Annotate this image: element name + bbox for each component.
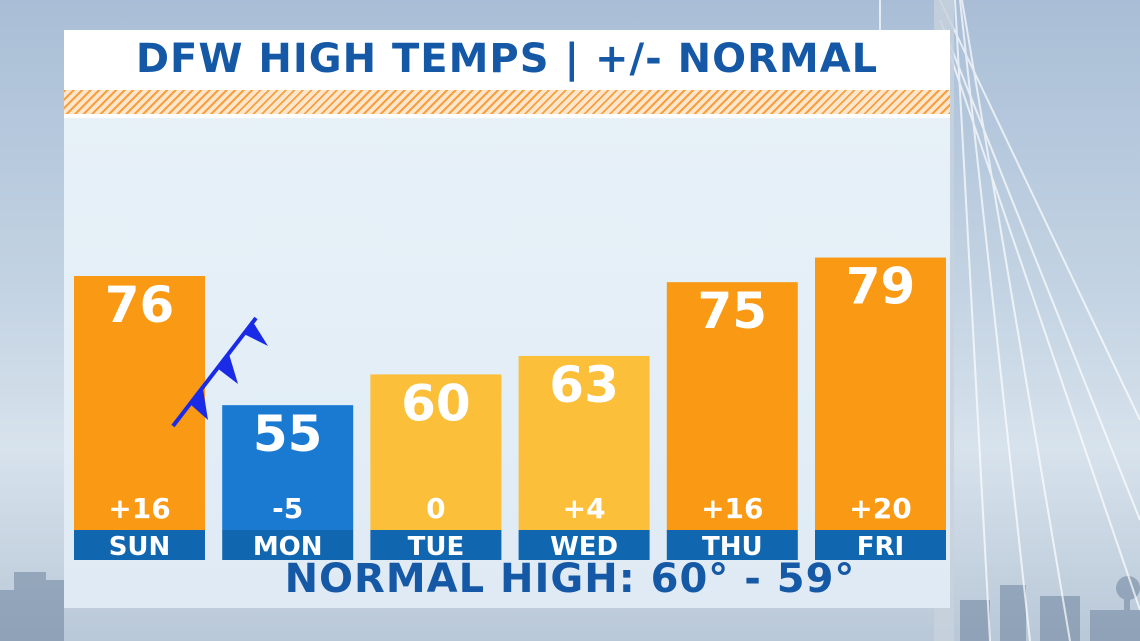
day-label-bar-mon	[222, 530, 354, 560]
normal-high-footer: NORMAL HIGH: 60° - 59°	[284, 556, 856, 602]
temp-value-mon: 55	[253, 405, 323, 463]
day-label-fri: FRI	[857, 532, 904, 562]
day-label-thu: THU	[702, 532, 763, 562]
departure-label-thu: +16	[701, 492, 763, 525]
temp-value-wed: 63	[549, 356, 619, 414]
bar-mon	[222, 405, 354, 530]
departure-label-wed: +4	[563, 492, 606, 525]
chart-title: DFW HIGH TEMPS | +/- NORMAL	[135, 36, 879, 82]
temp-value-fri: 79	[846, 258, 916, 316]
bar-thu	[666, 282, 798, 530]
temp-value-tue: 60	[401, 374, 471, 432]
temp-value-thu: 75	[698, 282, 768, 340]
temp-value-sun: 76	[105, 276, 175, 334]
day-label-bar-tue	[370, 530, 502, 560]
departure-label-tue: 0	[426, 492, 445, 525]
day-label-bar-fri	[815, 530, 946, 560]
departure-label-mon: -5	[272, 492, 303, 525]
day-label-tue: TUE	[408, 532, 465, 562]
day-label-sun: SUN	[109, 532, 171, 562]
day-label-bar-sun	[74, 530, 205, 560]
decorative-stripe	[64, 88, 950, 118]
stripe-pattern	[64, 90, 950, 114]
day-label-mon: MON	[253, 532, 323, 562]
departure-label-sun: +16	[108, 492, 170, 525]
day-label-wed: WED	[550, 532, 618, 562]
departure-label-fri: +20	[849, 492, 911, 525]
bar-fri	[815, 257, 946, 530]
day-label-bar-thu	[666, 530, 798, 560]
day-label-bar-wed	[518, 530, 650, 560]
chart-panel: DFW HIGH TEMPS | +/- NORMAL	[64, 30, 950, 608]
cold-front-icon	[171, 316, 268, 428]
title-bar: DFW HIGH TEMPS | +/- NORMAL	[64, 30, 950, 88]
bar-tue	[370, 374, 502, 530]
bar-wed	[518, 355, 650, 530]
bar-sun	[74, 276, 205, 530]
